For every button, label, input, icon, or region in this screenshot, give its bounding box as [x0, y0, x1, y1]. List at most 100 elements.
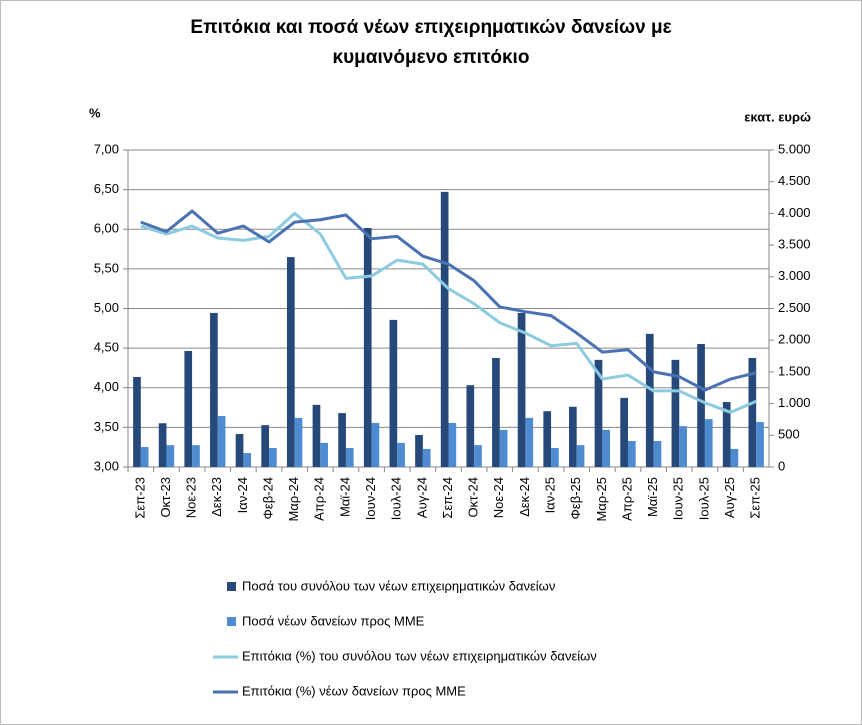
bar — [269, 447, 277, 467]
bar — [551, 447, 559, 467]
bar — [474, 445, 482, 467]
y-axis-label: % — [89, 105, 101, 120]
bar — [192, 445, 200, 467]
bar — [543, 411, 552, 467]
bar — [389, 319, 398, 467]
y-tick-label: 6,00 — [94, 221, 119, 236]
bar — [320, 442, 328, 467]
bar — [261, 425, 270, 467]
x-tick-label: Σεπ-25 — [748, 477, 763, 519]
bar — [627, 441, 636, 467]
x-tick-label: Σεπ-23 — [132, 477, 147, 519]
y-tick-label: 4,50 — [94, 340, 119, 355]
bar — [722, 402, 731, 467]
y-tick-label: 4,00 — [94, 379, 119, 394]
legend-swatch — [227, 582, 236, 591]
bar — [594, 359, 603, 467]
legend-label: Επιτόκια (%) του συνόλου των νέων επιχει… — [242, 648, 597, 663]
bar — [312, 404, 321, 467]
x-tick-label: Αυγ-24 — [414, 477, 429, 518]
y-tick-label: 3,50 — [94, 419, 119, 434]
chart-title: Επιτόκια και ποσά νέων επιχειρηματικών δ… — [190, 17, 672, 68]
x-tick-label: Οκτ-24 — [466, 477, 481, 518]
y2-tick-label: 3.000 — [778, 268, 811, 283]
bar — [748, 357, 757, 467]
bar — [679, 426, 687, 467]
legend-label: Επιτόκια (%) νέων δανείων προς ΜΜΕ — [242, 683, 466, 698]
bar — [499, 429, 508, 467]
y2-tick-label: 3.500 — [778, 237, 811, 252]
x-tick-label: Ιαν-24 — [235, 477, 250, 513]
y2-tick-label: 0 — [778, 458, 785, 473]
y-tick-label: 6,50 — [94, 181, 119, 196]
bar — [576, 445, 585, 467]
line — [140, 211, 757, 414]
x-tick-label: Φεβ-24 — [260, 477, 275, 519]
bar — [140, 447, 149, 467]
legend-swatch — [227, 617, 236, 626]
bar — [704, 419, 713, 467]
bar — [422, 448, 431, 467]
bar — [671, 359, 680, 467]
y2-tick-label: 4.500 — [778, 173, 811, 188]
bar — [210, 312, 218, 467]
bar — [158, 423, 167, 467]
bar — [653, 441, 662, 467]
bar — [697, 344, 705, 467]
bar — [166, 445, 175, 467]
x-tick-label: Μαϊ-24 — [337, 477, 352, 517]
legend-label: Ποσά νέων δανείων προς ΜΜΕ — [242, 613, 425, 628]
bar — [602, 429, 611, 467]
bar — [645, 333, 654, 467]
y2-tick-label: 5.000 — [778, 141, 811, 156]
bar — [133, 376, 141, 467]
bar — [371, 422, 380, 467]
x-tick-label: Αυγ-25 — [722, 477, 737, 518]
bar — [338, 413, 346, 467]
x-tick-label: Ιουν-24 — [363, 477, 378, 520]
x-tick-label: Μαρ-25 — [594, 477, 609, 522]
x-tick-label: Απρ-24 — [312, 477, 327, 521]
bar — [415, 434, 423, 467]
bar — [397, 442, 405, 467]
bar — [517, 312, 526, 467]
x-tick-label: Μαϊ-25 — [645, 477, 660, 517]
x-tick-label: Οκτ-23 — [158, 477, 173, 518]
x-tick-label: Ιουν-25 — [671, 477, 686, 520]
bar — [294, 417, 303, 467]
y2-tick-label: 2.500 — [778, 300, 811, 315]
y-tick-label: 7,00 — [94, 141, 119, 156]
bar — [492, 357, 500, 467]
bar — [569, 406, 577, 467]
y2-tick-label: 2.000 — [778, 332, 811, 347]
bar — [363, 227, 372, 467]
x-tick-label: Απρ-25 — [619, 477, 634, 521]
x-tick-label: Ιαν-25 — [542, 477, 557, 513]
y-tick-label: 3,00 — [94, 458, 119, 473]
bar — [525, 417, 534, 467]
x-tick-label: Νοε-24 — [491, 477, 506, 518]
bar — [730, 448, 739, 467]
y2-axis-label: εκατ. ευρώ — [744, 109, 811, 124]
x-tick-label: Νοε-23 — [184, 477, 199, 518]
x-tick-label: Μαρ-24 — [286, 477, 301, 522]
y-tick-label: 5,00 — [94, 300, 119, 315]
x-tick-label: Φεβ-25 — [568, 477, 583, 519]
bar — [235, 434, 244, 467]
x-tick-label: Σεπ-24 — [440, 477, 455, 519]
bar — [217, 415, 226, 467]
x-tick-label: Ιουλ-24 — [389, 477, 404, 520]
y2-tick-label: 1.000 — [778, 395, 811, 410]
y2-tick-label: 500 — [778, 427, 800, 442]
line — [140, 209, 757, 392]
bar — [620, 397, 628, 467]
x-tick-label: Δεκ-23 — [209, 477, 224, 517]
x-tick-label: Ιουλ-25 — [696, 477, 711, 520]
x-tick-label: Δεκ-24 — [517, 477, 532, 517]
legend-label: Ποσά του συνόλου των νέων επιχειρηματικώ… — [242, 578, 555, 593]
y-tick-label: 5,50 — [94, 260, 119, 275]
bar — [448, 422, 457, 467]
y2-tick-label: 1.500 — [778, 363, 811, 378]
